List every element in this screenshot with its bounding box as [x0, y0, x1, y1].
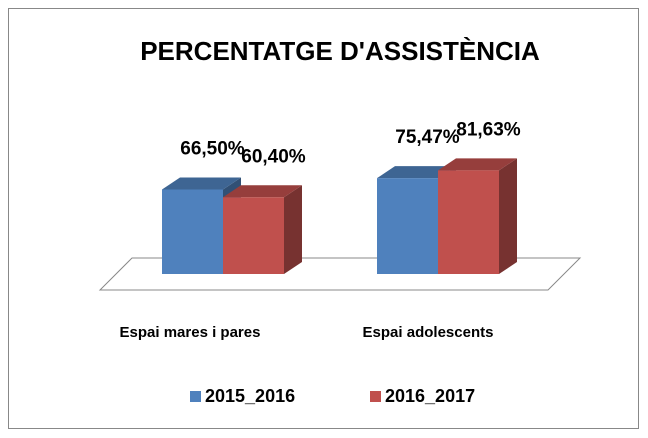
data-label: 81,63% — [456, 119, 521, 140]
chart-title: PERCENTATGE D'ASSISTÈNCIA — [140, 36, 540, 66]
data-label: 75,47% — [395, 127, 460, 148]
bar-top — [162, 177, 241, 190]
legend-swatch — [370, 391, 381, 402]
data-label: 66,50% — [180, 139, 245, 160]
bar — [223, 185, 302, 274]
bar-top — [377, 166, 456, 179]
chart-frame — [8, 8, 639, 429]
x-tick-label: Espai adolescents — [363, 324, 494, 341]
bar-side — [284, 185, 302, 274]
data-label: 60,40% — [241, 146, 306, 167]
bar-top — [223, 185, 302, 198]
legend-label: 2015_2016 — [205, 386, 295, 406]
bar-front — [162, 189, 223, 274]
bar-front — [377, 178, 438, 274]
legend-swatch — [190, 391, 201, 402]
bar-front — [438, 170, 499, 274]
x-tick-label: Espai mares i pares — [120, 324, 261, 341]
bar-front — [223, 197, 284, 274]
legend-label: 2016_2017 — [385, 386, 475, 406]
bar-top — [438, 158, 517, 171]
bar-side — [499, 158, 517, 274]
bar — [438, 158, 517, 274]
